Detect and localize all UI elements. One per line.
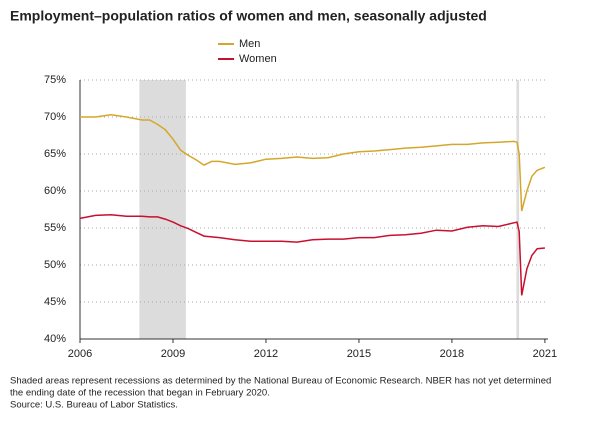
x-tick-label: 2009 (161, 348, 185, 360)
x-tick-label: 2021 (533, 348, 557, 360)
y-tick-label: 50% (44, 259, 66, 271)
line-series (79, 213, 545, 296)
legend-label: Women (239, 53, 277, 65)
y-tick-label: 45% (44, 296, 66, 308)
note: Source: U.S. Bureau of Labor Statistics. (10, 400, 178, 411)
note: Shaded areas represent recessions as det… (10, 376, 551, 387)
y-tick-label: 70% (44, 111, 66, 123)
x-tick-label: 2018 (440, 348, 464, 360)
x-tick-label: 2015 (347, 348, 371, 360)
chart-title: Employment–population ratios of women an… (10, 8, 487, 24)
y-tick-label: 40% (44, 333, 66, 345)
y-tick-label: 65% (44, 148, 66, 160)
x-tick-label: 2006 (68, 348, 92, 360)
line-series (80, 114, 546, 212)
y-tick-label: 55% (44, 222, 66, 234)
y-tick-label: 60% (44, 185, 66, 197)
recession-shade (139, 80, 186, 339)
note: the ending date of the recession that be… (10, 388, 270, 399)
legend-label: Men (239, 38, 260, 50)
recession-shade (516, 80, 520, 339)
x-tick-label: 2012 (254, 348, 278, 360)
y-tick-label: 75% (44, 74, 66, 86)
